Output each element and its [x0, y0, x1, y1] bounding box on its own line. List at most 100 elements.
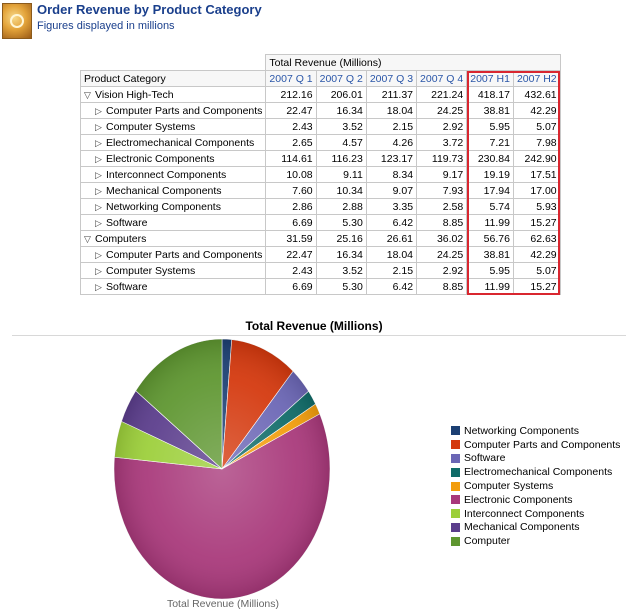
value-cell: 17.51	[512, 166, 561, 183]
value-cell: 7.98	[512, 134, 561, 151]
table-row: ▷ Mechanical Components 7.60 10.34 9.07 7.93 1…	[79, 182, 561, 199]
group-header: Total Revenue (Millions)	[265, 54, 561, 71]
row-label-cell[interactable]: ▷ Mechanical Components	[79, 182, 267, 199]
row-label-cell[interactable]: ▷ Computer Parts and Components	[79, 102, 267, 119]
row-label: Computer Parts and Components	[106, 248, 263, 261]
table-row: ▷ Computer Parts and Components 22.47 16.34…	[79, 246, 561, 263]
row-label-cell[interactable]: ▷ Interconnect Components	[79, 166, 267, 183]
table-row: ▷ Computer Systems 2.43 3.52 2.15 2.92 5.95 5.0…	[79, 262, 561, 279]
value-cell: 8.85	[416, 278, 468, 295]
value-cell: 9.11	[315, 166, 367, 183]
legend-label: Computer Parts and Components	[464, 438, 621, 451]
chart-legend: Networking Components Computer Parts and …	[451, 424, 620, 548]
legend-item[interactable]: Electromechanical Components	[451, 465, 620, 479]
legend-item[interactable]: Computer Parts and Components	[451, 438, 620, 452]
legend-item[interactable]: Mechanical Components	[451, 521, 620, 535]
legend-item[interactable]: Software	[451, 452, 620, 466]
expand-triangle-icon[interactable]: ▷	[95, 121, 102, 132]
expand-triangle-icon[interactable]: ▷	[95, 281, 102, 292]
value-cell: 418.17	[466, 86, 514, 103]
row-header: Product Category	[79, 70, 267, 87]
legend-label: Software	[464, 452, 506, 465]
expand-triangle-icon[interactable]: ▷	[95, 169, 102, 180]
legend-label: Computer	[464, 535, 511, 548]
value-cell: 10.34	[315, 182, 367, 199]
column-header[interactable]: 2007 Q 2	[315, 70, 367, 87]
value-cell: 206.01	[315, 86, 367, 103]
row-label-cell[interactable]: ▷ Computer Systems	[79, 118, 267, 135]
table-row: ▷ Electronic Components 114.61 116.23 123.17…	[79, 150, 561, 167]
legend-swatch	[451, 453, 460, 463]
value-cell: 2.88	[315, 198, 367, 215]
row-label: Vision High-Tech	[95, 88, 174, 101]
value-cell: 211.37	[365, 86, 418, 103]
row-label-cell[interactable]: ▷ Software	[79, 278, 267, 295]
column-header[interactable]: 2007 Q 1	[265, 70, 317, 87]
row-label-cell[interactable]: ▷ Electronic Components	[79, 150, 267, 167]
row-label-cell[interactable]: ▽ Computers	[79, 230, 267, 247]
value-cell: 5.95	[466, 118, 514, 135]
value-cell: 38.81	[466, 102, 514, 119]
row-label: Mechanical Components	[106, 184, 222, 197]
legend-item[interactable]: Electronic Components	[451, 493, 620, 507]
legend-swatch	[451, 509, 460, 519]
expand-triangle-icon[interactable]: ▷	[95, 265, 102, 276]
value-cell: 119.73	[416, 150, 468, 167]
legend-item[interactable]: Interconnect Components	[451, 507, 620, 521]
legend-item[interactable]: Computer Systems	[451, 479, 620, 493]
chart-x-label[interactable]: Total Revenue (Millions)	[166, 598, 280, 610]
row-label-cell[interactable]: ▷ Networking Components	[79, 198, 267, 215]
collapse-triangle-icon[interactable]: ▽	[84, 89, 91, 100]
value-cell: 6.42	[365, 214, 418, 231]
table-row: ▷ Interconnect Components 10.08 9.11 8.34 9.1…	[79, 166, 561, 183]
column-header[interactable]: 2007 Q 3	[365, 70, 418, 87]
legend-swatch	[451, 536, 460, 546]
expand-triangle-icon[interactable]: ▷	[95, 217, 102, 228]
collapse-triangle-icon[interactable]: ▽	[84, 233, 91, 244]
legend-label: Computer Systems	[464, 480, 554, 493]
legend-swatch	[451, 522, 460, 532]
value-cell: 230.84	[466, 150, 514, 167]
value-cell: 11.99	[466, 214, 514, 231]
expand-triangle-icon[interactable]: ▷	[95, 105, 102, 116]
legend-label: Interconnect Components	[464, 507, 585, 520]
chart-title: Total Revenue (Millions)	[245, 319, 383, 333]
value-cell: 9.07	[365, 182, 418, 199]
expand-triangle-icon[interactable]: ▷	[95, 137, 102, 148]
value-cell: 7.21	[466, 134, 514, 151]
expand-triangle-icon[interactable]: ▷	[95, 201, 102, 212]
report-header: Order Revenue by Product Category Figure…	[0, 0, 628, 44]
value-cell: 2.92	[416, 262, 468, 279]
value-cell: 2.86	[265, 198, 317, 215]
table-header-group-row: Total Revenue (Millions)	[80, 54, 561, 71]
column-header[interactable]: 2007 H1	[466, 70, 514, 87]
value-cell: 5.30	[315, 278, 367, 295]
row-label: Networking Components	[106, 200, 221, 213]
pivot-table: Total Revenue (Millions) Product Category…	[79, 54, 561, 295]
row-label: Interconnect Components	[106, 168, 227, 181]
row-label-cell[interactable]: ▷ Computer Parts and Components	[79, 246, 267, 263]
table-header-row: Product Category 2007 Q 1 2007 Q 2 2007 Q 3…	[79, 70, 561, 87]
column-header[interactable]: 2007 H2	[512, 70, 561, 87]
value-cell: 62.63	[512, 230, 561, 247]
expand-triangle-icon[interactable]: ▷	[95, 185, 102, 196]
table-row: ▽ Computers 31.59 25.16 26.61 36.02 56.76 62.63	[79, 230, 561, 247]
value-cell: 19.19	[466, 166, 514, 183]
value-cell: 17.00	[512, 182, 561, 199]
expand-triangle-icon[interactable]: ▷	[95, 153, 102, 164]
column-header[interactable]: 2007 Q 4	[416, 70, 468, 87]
value-cell: 432.61	[512, 86, 561, 103]
legend-item[interactable]: Networking Components	[451, 424, 620, 438]
row-label-cell[interactable]: ▷ Electromechanical Components	[79, 134, 267, 151]
row-label: Software	[106, 280, 148, 293]
value-cell: 116.23	[315, 150, 367, 167]
value-cell: 6.42	[365, 278, 418, 295]
value-cell: 42.29	[512, 102, 561, 119]
row-label-cell[interactable]: ▷ Computer Systems	[79, 262, 267, 279]
expand-triangle-icon[interactable]: ▷	[95, 249, 102, 260]
legend-swatch	[451, 426, 460, 436]
row-label-cell[interactable]: ▷ Software	[79, 214, 267, 231]
legend-item[interactable]: Computer	[451, 534, 620, 548]
value-cell: 3.52	[315, 262, 367, 279]
row-label-cell[interactable]: ▽ Vision High-Tech	[79, 86, 267, 103]
